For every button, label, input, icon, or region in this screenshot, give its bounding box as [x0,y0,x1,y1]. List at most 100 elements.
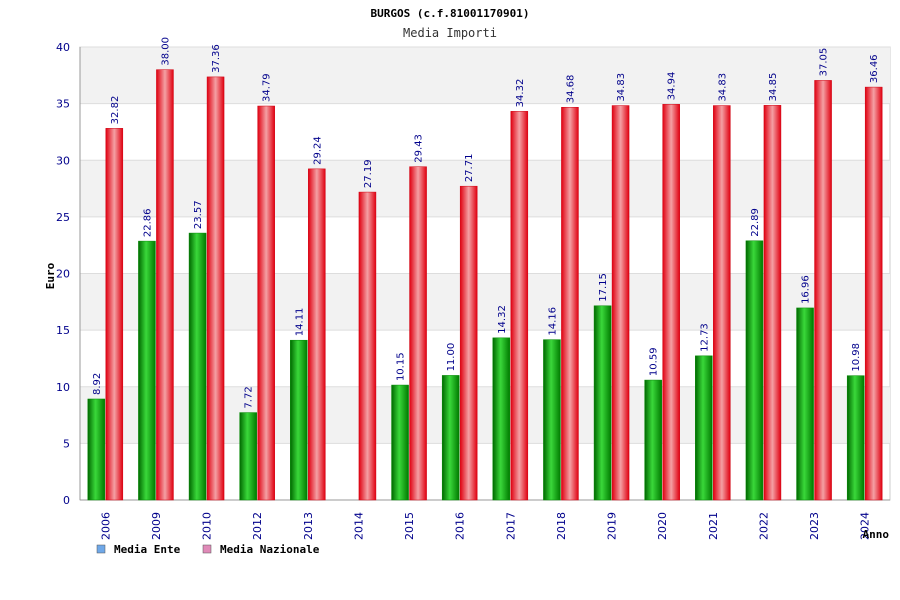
x-tick-label: 2018 [555,512,568,540]
legend-item: Media Ente [96,543,181,556]
data-label: 14.11 [294,308,305,337]
data-label: 34.68 [565,75,576,104]
y-tick-label: 30 [56,154,70,167]
data-label: 29.24 [312,136,323,165]
bar-media-ente [391,384,409,501]
legend: Media Ente Media Nazionale [96,543,320,556]
x-tick-label: 2024 [859,512,872,540]
bars [87,69,883,501]
bar-media-nazionale [561,106,579,501]
legend-label: Media Ente [114,543,181,556]
legend-swatch [96,544,106,554]
x-tick-label: 2012 [251,512,264,540]
data-label: 10.15 [396,352,407,381]
bar-media-ente [441,375,460,501]
data-label: 34.85 [768,73,779,102]
data-label: 27.71 [464,154,475,183]
x-tick-label: 2021 [707,512,720,540]
bar-media-ente [644,379,662,501]
y-tick-label: 20 [56,268,70,281]
bar-media-ente [745,240,764,501]
data-label: 29.43 [414,134,425,163]
bar-media-nazionale [662,104,680,501]
data-label: 17.15 [598,273,609,302]
x-tick-label: 2023 [808,512,821,540]
x-tick-label: 2017 [504,512,517,540]
data-label: 10.98 [851,343,862,372]
bar-media-ente [188,232,207,501]
data-label: 14.16 [547,307,558,336]
x-tick-label: 2009 [150,512,163,540]
bar-media-ente [796,307,814,501]
y-tick-label: 0 [63,494,70,507]
x-tick-label: 2016 [454,512,467,540]
bar-media-nazionale [459,185,478,501]
bar-media-ente [695,355,713,501]
y-tick-label: 10 [56,381,70,394]
x-tick-label: 2006 [99,512,112,540]
x-tick-label: 2015 [403,512,416,540]
bar-media-nazionale [308,168,326,501]
y-tick-label: 40 [56,41,70,54]
legend-swatch [202,544,212,554]
y-axis-ticks: 0 5 10 15 20 25 30 35 40 [56,41,70,507]
data-label: 22.86 [142,208,153,237]
data-label: 27.19 [363,159,374,188]
x-tick-label: 2019 [606,512,619,540]
data-label: 10.59 [649,347,660,376]
data-label: 37.36 [211,44,222,73]
bar-media-nazionale [864,86,883,501]
data-label: 7.72 [244,386,255,408]
x-tick-label: 2022 [757,512,770,540]
legend-item: Media Nazionale [202,543,320,556]
data-label: 14.32 [497,305,508,334]
data-label: 22.89 [750,208,761,237]
data-label: 32.82 [110,96,121,125]
x-tick-label: 2020 [656,512,669,540]
y-tick-label: 15 [56,324,70,337]
data-label: 38.00 [160,37,171,66]
bar-media-ente [239,412,257,501]
bar-media-nazionale [257,105,275,501]
bar-media-nazionale [814,80,832,501]
y-tick-label: 25 [56,211,70,224]
data-label: 36.46 [869,54,880,83]
data-label: 34.83 [616,73,627,102]
data-label: 16.96 [801,275,812,304]
x-axis-label: Anno [863,528,890,541]
y-axis-label: Euro [44,262,57,289]
data-label: 11.00 [446,343,457,372]
chart-title: BURGOS (c.f.81001170901) [371,7,530,20]
bar-media-ente [290,339,308,501]
data-label: 8.92 [92,373,103,395]
bar-media-ente [492,337,511,501]
bar-media-nazionale [206,76,225,501]
data-labels: 8.92 32.82 22.86 38.00 23.57 37.36 7.72 34.79 14… [92,37,880,409]
bar-media-ente [543,339,561,501]
y-tick-label: 5 [63,437,70,450]
data-label: 23.57 [193,200,204,229]
bar-media-nazionale [763,105,782,501]
data-label: 34.32 [515,79,526,108]
data-label: 34.83 [717,73,728,102]
bar-media-nazionale [713,105,731,501]
data-label: 37.05 [819,48,830,77]
bar-media-nazionale [611,105,630,501]
x-tick-label: 2010 [201,512,214,540]
data-label: 34.79 [262,73,273,102]
chart-subtitle: Media Importi [403,26,497,40]
data-label: 34.94 [667,72,678,101]
bar-media-ente [87,398,106,501]
x-tick-label: 2013 [302,512,315,540]
bar-media-nazionale [409,166,427,501]
bar-media-ente [846,375,865,501]
legend-label: Media Nazionale [220,543,320,556]
bar-media-nazionale [510,111,529,501]
bar-media-nazionale [105,128,124,501]
x-tick-label: 2014 [352,512,365,540]
bar-media-ente [138,240,156,501]
bar-media-nazionale [358,191,377,501]
x-axis-ticks: 2006 2009 2010 2012 2013 2014 2015 2016 2017 2018… [99,512,871,540]
bar-media-nazionale [156,69,174,501]
